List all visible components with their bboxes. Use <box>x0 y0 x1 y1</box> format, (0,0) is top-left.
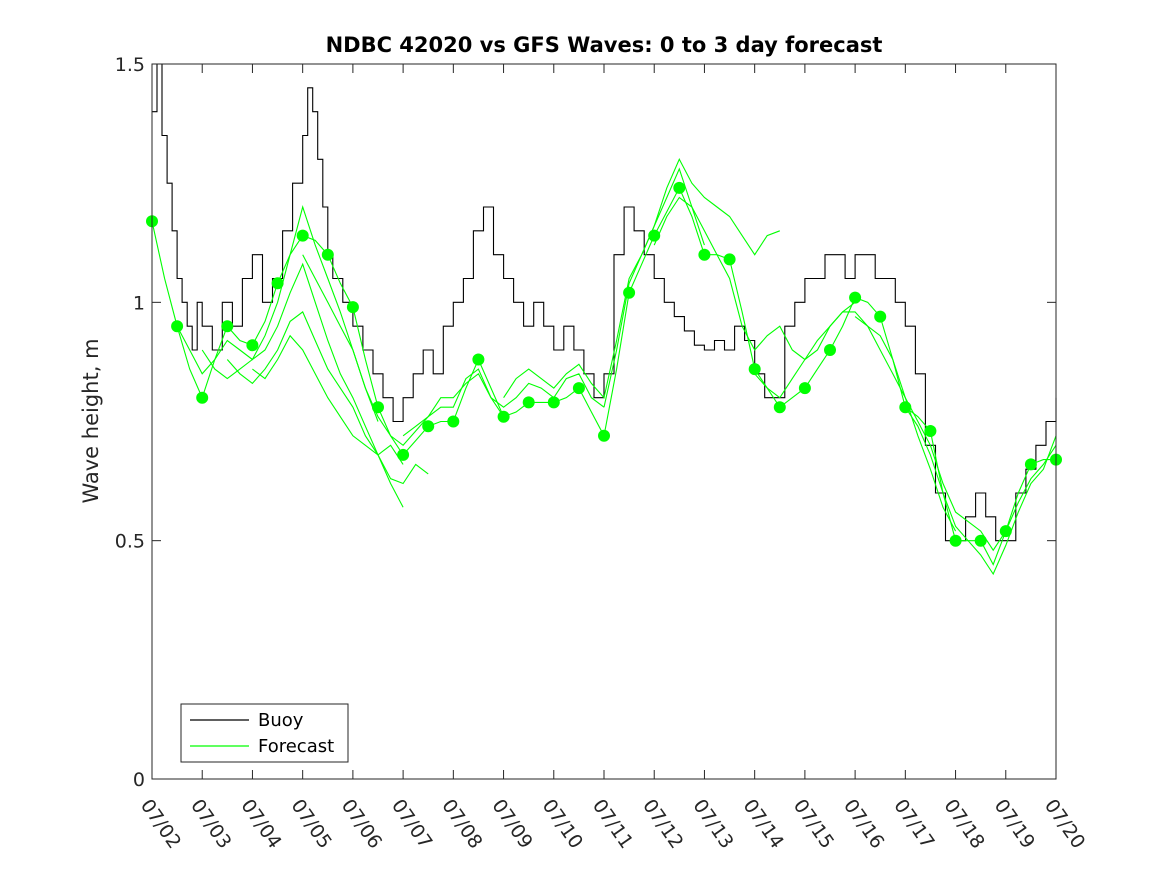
forecast-point <box>849 291 862 304</box>
forecast-point <box>1024 458 1037 471</box>
forecast-point <box>698 248 711 261</box>
legend-box <box>180 703 349 763</box>
forecast-point <box>874 310 887 323</box>
forecast-series-line <box>653 196 856 361</box>
buoy-series-line <box>152 63 1057 542</box>
forecast-series-line <box>603 158 780 408</box>
forecast-point <box>522 396 535 409</box>
forecast-point <box>723 253 736 266</box>
y-tick-layer: 0 0.5 1 1.5 <box>115 54 1056 791</box>
forecast-series-line <box>854 316 1057 552</box>
forecast-point <box>623 286 636 299</box>
forecast-point <box>824 344 836 356</box>
forecast-point <box>497 410 510 423</box>
forecast-point <box>547 396 560 409</box>
y-tick-label: 0 <box>133 769 145 791</box>
forecast-series-line <box>503 167 705 399</box>
forecast-series-line <box>201 262 404 508</box>
forecast-point <box>246 339 259 352</box>
forecast-point <box>422 420 435 433</box>
y-tick-label: 0.5 <box>115 531 145 553</box>
forecast-point <box>673 181 686 194</box>
forecast-point <box>196 391 209 404</box>
series-layer <box>146 63 1062 576</box>
legend-label-buoy: Buoy <box>258 710 304 731</box>
forecast-point <box>773 401 786 414</box>
y-tick-label: 1 <box>133 292 145 314</box>
forecast-point <box>899 401 912 414</box>
forecast-point <box>321 248 334 261</box>
forecast-point <box>974 534 987 547</box>
forecast-point <box>271 277 284 290</box>
forecast-point <box>447 415 460 428</box>
y-axis-title: Wave height, m <box>79 338 103 503</box>
forecast-point <box>221 320 234 333</box>
forecast-point <box>924 425 937 437</box>
forecast-point <box>372 401 384 414</box>
forecast-point <box>397 448 410 461</box>
legend-label-forecast: Forecast <box>258 736 334 757</box>
forecast-point <box>572 382 585 395</box>
forecast-point <box>999 525 1012 538</box>
forecast-series-line <box>252 334 404 465</box>
chart-title: NDBC 42020 vs GFS Waves: 0 to 3 day fore… <box>326 33 883 57</box>
forecast-series-line <box>176 205 379 422</box>
forecast-point <box>949 534 962 547</box>
forecast-point <box>472 353 485 366</box>
forecast-series-line <box>302 254 505 447</box>
forecast-series-line <box>402 372 605 437</box>
forecast-point <box>798 382 811 395</box>
forecast-point <box>648 229 661 242</box>
forecast-series-line <box>904 406 1057 576</box>
forecast-series-line <box>226 311 429 485</box>
forecast-point <box>346 301 359 314</box>
legend: Buoy Forecast <box>180 703 349 763</box>
y-tick-label: 1.5 <box>115 54 145 76</box>
forecast-point <box>598 429 610 442</box>
forecast-point <box>296 229 309 242</box>
forecast-point <box>171 320 184 333</box>
forecast-point <box>748 363 761 376</box>
forecast-series-line <box>754 311 957 532</box>
plot-area <box>152 64 1056 779</box>
